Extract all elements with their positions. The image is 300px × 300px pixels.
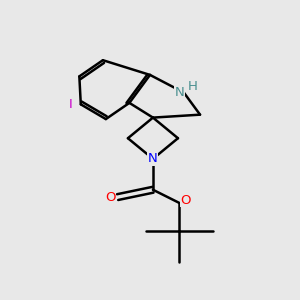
Text: N: N — [175, 86, 184, 99]
Text: O: O — [105, 190, 116, 204]
Text: H: H — [188, 80, 198, 93]
Text: O: O — [181, 194, 191, 207]
Text: I: I — [69, 98, 72, 111]
Text: N: N — [148, 152, 158, 165]
